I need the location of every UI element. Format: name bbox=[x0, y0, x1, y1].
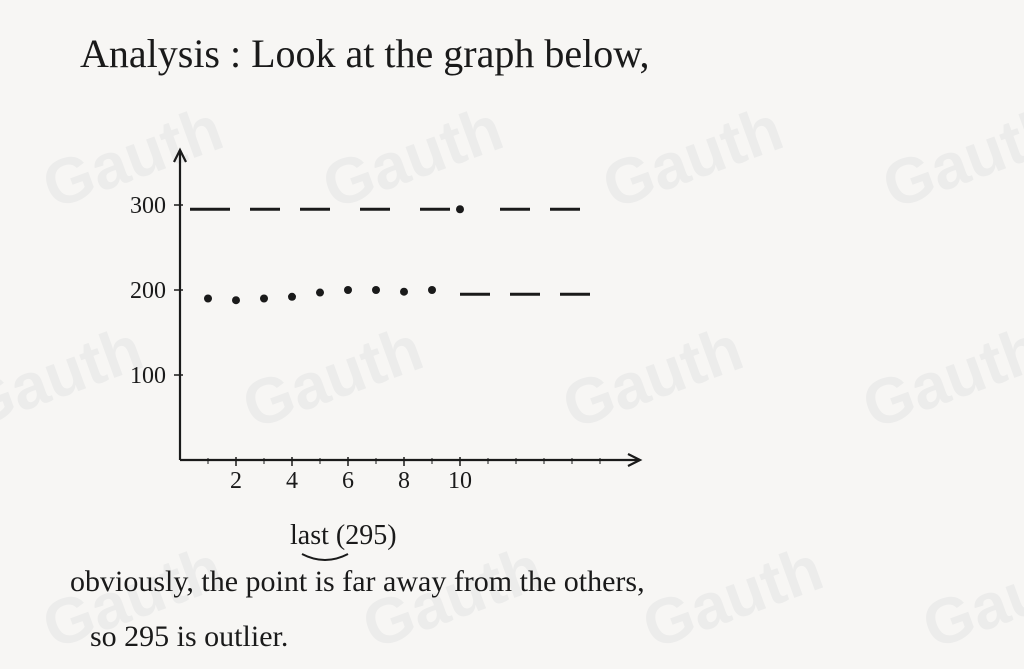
data-point bbox=[204, 295, 212, 303]
watermark-text: Gauth bbox=[633, 531, 832, 664]
x-tick-label: 6 bbox=[342, 468, 354, 494]
annotation-last-295: last (295) bbox=[290, 520, 397, 552]
data-point bbox=[372, 286, 380, 294]
data-point bbox=[316, 289, 324, 297]
data-point bbox=[456, 205, 464, 213]
conclusion-line-2: so 295 is outlier. bbox=[90, 620, 288, 654]
data-point bbox=[260, 295, 268, 303]
y-tick-label: 300 bbox=[130, 193, 166, 219]
x-tick-label: 4 bbox=[286, 468, 298, 494]
conclusion-line-1: obviously, the point is far away from th… bbox=[70, 565, 645, 599]
x-tick-label: 8 bbox=[398, 468, 410, 494]
x-tick-label: 10 bbox=[448, 468, 472, 494]
scatter-chart: 2 4 6 8 10 100 200 300 bbox=[100, 140, 660, 500]
page-title: Analysis : Look at the graph below, bbox=[80, 30, 650, 77]
data-point bbox=[428, 286, 436, 294]
data-point bbox=[400, 288, 408, 296]
watermark-text: Gauth bbox=[913, 531, 1024, 664]
data-point bbox=[344, 286, 352, 294]
watermark-text: Gauth bbox=[853, 311, 1024, 444]
data-point bbox=[288, 293, 296, 301]
x-tick-label: 2 bbox=[230, 468, 242, 494]
data-point bbox=[232, 296, 240, 304]
y-tick-label: 200 bbox=[130, 278, 166, 304]
watermark-text: Gauth bbox=[873, 91, 1024, 224]
brace-icon bbox=[300, 552, 350, 566]
y-tick-label: 100 bbox=[130, 363, 166, 389]
